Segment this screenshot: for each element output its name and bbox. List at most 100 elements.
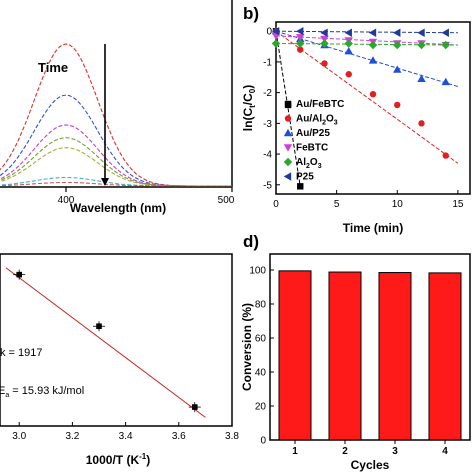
panel-d-y-tick-label: 20	[255, 402, 267, 413]
panel-c-arrhenius-chart: 3.0 3.2 3.4 3.6 3.8 k = 1917 Ea = 15.93 kJ/m…	[0, 253, 239, 467]
legend-marker-Au/P25	[283, 128, 293, 137]
legend-label-part: O	[326, 114, 334, 125]
data-point-P25	[368, 28, 377, 37]
data-point-Au/P25	[441, 77, 450, 86]
panel-d-y-tick-label: 100	[249, 266, 266, 277]
data-point-P25	[393, 28, 401, 37]
data-point-Al2O3	[344, 39, 353, 48]
legend-label-part: P25	[296, 172, 314, 183]
conversion-bar-cycle-4	[428, 272, 462, 441]
panel-b-label: b)	[243, 4, 259, 23]
panel-d-frame	[269, 253, 471, 441]
fit-line-Au/P25	[275, 30, 459, 87]
data-point-Au/Al2O3	[369, 90, 377, 98]
panel-b-y-label: ln(Ct/C0)	[241, 85, 257, 131]
legend-label-part: 3	[318, 163, 322, 170]
legend-label-part: FeBTC	[296, 143, 328, 154]
legend-label-P25: P25	[296, 172, 314, 183]
panel-b-y-tick-label: 0	[266, 27, 272, 38]
data-point-Al2O3	[271, 39, 281, 48]
conversion-bar-cycle-3	[378, 272, 412, 441]
legend-label-Au/Al2O3: Au/Al2O3	[296, 114, 338, 127]
data-point-Au/Al2O3	[418, 120, 425, 127]
legend-label-Al2O3: Al2O3	[296, 157, 322, 170]
panel-d-y-label: Conversion (%)	[240, 303, 254, 391]
panel-b-kinetics-chart: b) 0 5 10 150-1-2-3-4-5 Au/FeBTCAu/Al2O3Au/…	[241, 4, 471, 235]
fit-line-Au/FeBTC	[275, 31, 301, 187]
panel-b-series	[271, 27, 459, 190]
data-point-Au/P25	[344, 46, 353, 55]
rate-constant-annotation: k = 1917	[0, 347, 43, 359]
panel-c-frame	[0, 253, 233, 427]
panel-d-y-tick-label: 60	[255, 334, 267, 345]
legend-label-part: Au/P25	[296, 128, 330, 139]
panel-d-x-tick-label: 3	[392, 446, 398, 457]
panel-a-curves	[0, 43, 232, 187]
panel-b-x-tick-label: 5	[334, 199, 340, 210]
data-point-Au/P25	[368, 56, 378, 64]
legend-marker-Al2O3	[283, 157, 293, 167]
legend-label-Au/P25: Au/P25	[296, 128, 330, 139]
panel-a-x-label: Wavelength (nm)	[70, 201, 166, 215]
legend-marker-FeBTC	[283, 144, 293, 152]
spectrum-curve-1	[0, 43, 232, 187]
data-point-Au/Al2O3	[345, 71, 352, 78]
legend-label-part: 3	[334, 120, 338, 127]
panel-c-ticks: 3.0 3.2 3.4 3.6 3.8	[12, 422, 239, 442]
spectrum-curve-7	[0, 181, 232, 187]
data-point-P25	[417, 28, 425, 37]
spectrum-curve-4	[0, 137, 232, 187]
panel-b-x-label: Time (min)	[343, 221, 403, 235]
panel-b-x-tick-label: 10	[392, 199, 404, 210]
panel-d-y-tick-label: 80	[255, 300, 267, 311]
panel-a-x-tick-label: 500	[218, 195, 235, 206]
panel-d-y-tick-label: 40	[255, 368, 267, 379]
panel-a-x-tick-label: 400	[58, 195, 75, 206]
panel-c-plot	[5, 267, 206, 418]
data-point-Al2O3	[417, 40, 426, 50]
data-point-Au/P25	[393, 65, 402, 73]
data-point-Al2O3	[441, 40, 450, 50]
legend-label-part: O	[310, 157, 318, 168]
panel-a-uv-vis-chart: Time 400 500 Wavelength (nm)	[0, 0, 235, 215]
data-point-Au/Al2O3	[297, 46, 304, 53]
panel-d-y-tick-label: 0	[260, 436, 266, 447]
data-point-Al2O3	[296, 39, 305, 48]
data-point-FeBTC	[296, 34, 305, 42]
data-point-P25	[320, 28, 328, 37]
data-point-Al2O3	[320, 39, 329, 48]
data-point-Au/P25	[417, 74, 426, 83]
data-point-Au/Al2O3	[442, 152, 449, 159]
data-point-P25	[271, 27, 280, 36]
panel-c-x-label: 1000/T (K-1)	[86, 452, 150, 467]
arrhenius-data-point	[96, 323, 102, 330]
arrhenius-data-point	[16, 271, 22, 278]
arrhenius-fit-line	[5, 267, 206, 418]
legend-label-part: 2	[322, 120, 326, 127]
arrhenius-data-point	[191, 404, 198, 410]
panel-d-label: d)	[243, 232, 259, 251]
panel-c-x-tick-label: 3.4	[119, 431, 133, 442]
data-point-Al2O3	[393, 40, 402, 50]
panel-c-x-tick-label: 3.2	[65, 431, 79, 442]
time-arrow-head	[101, 178, 109, 186]
activation-energy-annotation: Ea = 15.93 kJ/mol	[0, 385, 84, 399]
legend-label-part: Au/Al	[296, 114, 322, 125]
data-point-Al2O3	[368, 40, 378, 50]
data-point-P25	[296, 27, 304, 36]
panel-b-y-tick-label: -2	[263, 88, 272, 99]
panel-c-x-tick-label: 3.8	[225, 431, 239, 442]
fit-line-Al2O3	[275, 43, 458, 46]
fit-line-Au/Al2O3	[275, 30, 459, 164]
legend-label-part: Al	[296, 157, 306, 168]
panel-b-y-tick-label: -3	[263, 119, 272, 130]
panel-d-x-tick-label: 4	[442, 446, 448, 457]
spectrum-curve-3	[0, 124, 232, 187]
panel-d-x-tick-label: 2	[342, 446, 348, 457]
panel-d-x-tick-label: 1	[292, 446, 298, 457]
legend-marker-Au/FeBTC	[284, 100, 292, 108]
panel-b-ticks: 0 5 10 15 0 -1 -2 -3 -4 -5	[263, 27, 464, 210]
data-point-P25	[441, 28, 449, 37]
